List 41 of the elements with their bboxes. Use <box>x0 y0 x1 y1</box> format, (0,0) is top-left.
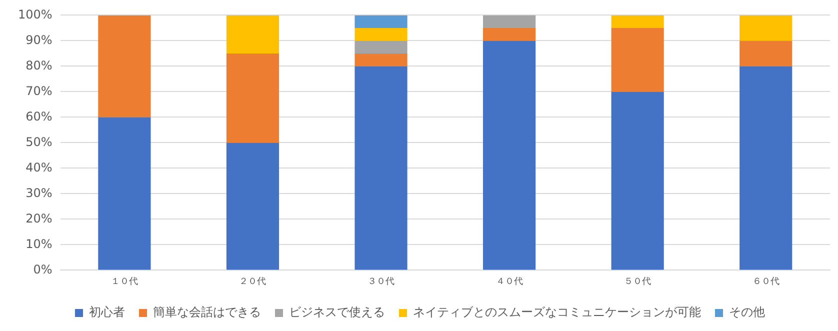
bar <box>740 15 792 41</box>
legend-label: その他 <box>729 305 765 320</box>
bar <box>226 142 280 270</box>
y-tick-label: 50% <box>26 134 52 149</box>
bar <box>226 53 280 143</box>
bar <box>354 15 408 28</box>
legend-label: ネイティブとのスムーズなコミュニケーションが可能 <box>413 305 701 320</box>
x-tick-label: １０代 <box>110 276 138 287</box>
bar <box>740 66 792 270</box>
y-tick-label: 80% <box>26 58 52 72</box>
bar <box>740 40 792 66</box>
bar <box>98 117 151 270</box>
bar <box>482 28 536 41</box>
bar <box>354 28 408 41</box>
bar <box>354 53 408 66</box>
bar <box>98 15 151 118</box>
x-tick-label: ３０代 <box>368 276 395 287</box>
y-tick-label: 70% <box>26 84 52 98</box>
x-tick-label: ２０代 <box>239 276 266 287</box>
x-tick-label: ４０代 <box>496 276 523 287</box>
bar <box>226 15 280 54</box>
y-tick-label: 20% <box>26 211 52 226</box>
x-tick-label: ５０代 <box>624 276 652 287</box>
bar <box>611 28 664 92</box>
bar <box>354 40 408 54</box>
y-tick-label: 60% <box>26 109 52 124</box>
legend-label: ビジネスで使える <box>289 305 385 320</box>
legend-label: 初心者 <box>89 305 125 320</box>
y-tick-label: 40% <box>26 160 52 174</box>
y-tick-label: 90% <box>26 32 52 47</box>
y-tick-label: 10% <box>26 236 52 251</box>
y-tick-label: 30% <box>26 186 52 200</box>
y-tick-label: 0% <box>33 262 52 276</box>
x-tick-label: ６０代 <box>752 276 780 287</box>
bar <box>482 15 536 28</box>
bar <box>354 66 408 270</box>
y-tick-label: 100% <box>18 7 52 22</box>
bar <box>482 40 536 270</box>
bar <box>611 15 664 28</box>
bar <box>611 92 664 270</box>
legend-label: 簡単な会話はできる <box>153 305 261 320</box>
